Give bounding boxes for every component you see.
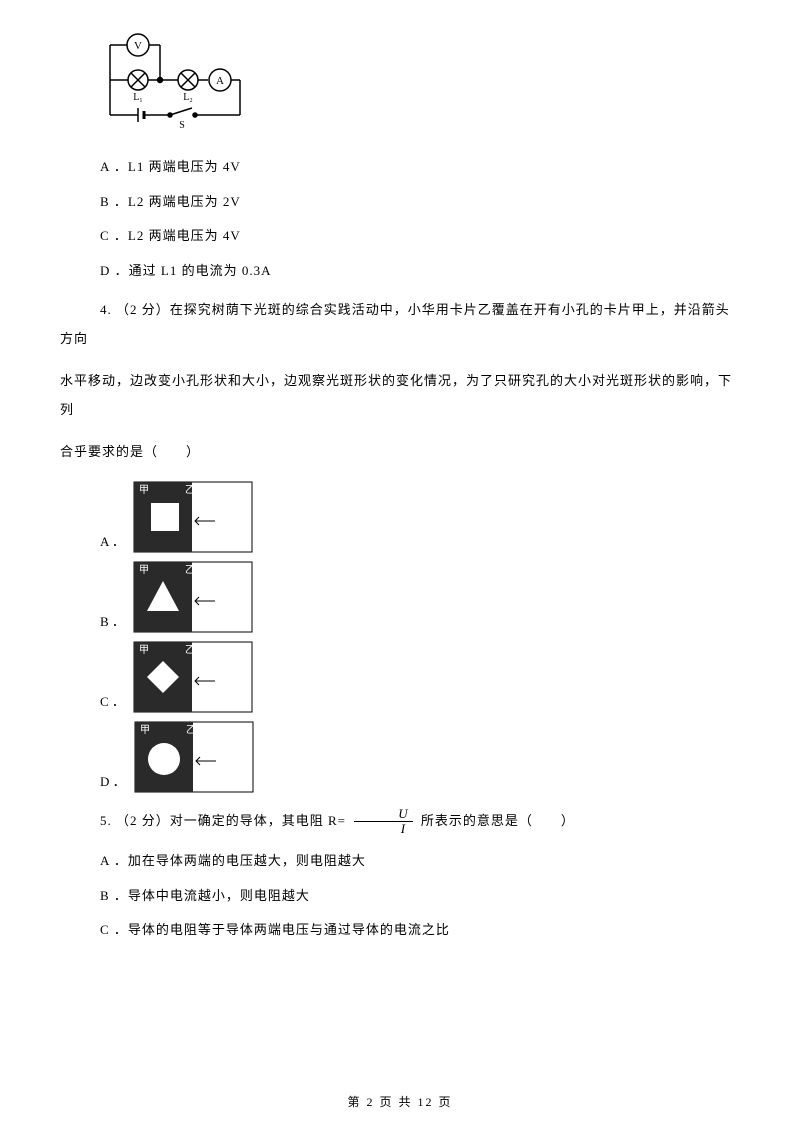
q4-option-d-label: D ． [100,772,126,793]
q5-stem: 5. （2 分）对一确定的导体，其电阻 R= U I 所表示的意思是（ ） [60,807,740,837]
q5-fraction: U I [354,807,412,837]
q4-stem-3: 合乎要求的是（ ） [60,438,740,467]
card-diagram-circle: 甲 乙 [134,721,254,793]
q3-option-a: A ．L1 两端电压为 4V [100,157,740,178]
q5-frac-num: U [354,807,412,822]
q5-option-b: B ．导体中电流越小，则电阻越大 [100,886,740,907]
svg-text:乙: 乙 [186,724,196,736]
q4-option-c-label: C ． [100,692,125,713]
svg-text:L₂: L₂ [183,92,193,103]
q4-option-a-label: A ． [100,532,125,553]
svg-text:甲: 甲 [139,485,149,496]
circuit-diagram: V A L₁ L₂ S [100,30,740,137]
svg-text:V: V [134,40,142,52]
svg-text:甲: 甲 [139,645,149,656]
svg-text:乙: 乙 [185,564,195,576]
svg-text:S: S [179,120,185,130]
svg-text:L₁: L₁ [133,92,143,103]
card-diagram-square: 甲 乙 [133,481,253,553]
svg-text:甲: 甲 [140,725,150,736]
svg-text:甲: 甲 [139,565,149,576]
q5-stem-after: 所表示的意思是（ ） [421,813,575,828]
page-footer: 第 2 页 共 12 页 [0,1093,800,1112]
q4-stem-2: 水平移动，边改变小孔形状和大小，边观察光斑形状的变化情况，为了只研究孔的大小对光… [60,367,740,424]
q3-option-c: C ．L2 两端电压为 4V [100,226,740,247]
q5-stem-before: 5. （2 分）对一确定的导体，其电阻 R= [100,813,350,828]
svg-text:A: A [216,75,224,87]
card-diagram-triangle: 甲 乙 [133,561,253,633]
q4-option-b: B ． 甲 乙 [100,561,740,633]
q5-option-c: C ．导体的电阻等于导体两端电压与通过导体的电流之比 [100,920,740,941]
q4-option-d: D ． 甲 乙 [100,721,740,793]
q3-option-d: D ．通过 L1 的电流为 0.3A [100,261,740,282]
svg-text:乙: 乙 [185,484,195,496]
q5-frac-den: I [354,822,412,836]
q4-stem-1: 4. （2 分）在探究树荫下光斑的综合实践活动中，小华用卡片乙覆盖在开有小孔的卡… [60,296,740,353]
q4-option-c: C ． 甲 乙 [100,641,740,713]
q5-option-a: A ．加在导体两端的电压越大，则电阻越大 [100,851,740,872]
circuit-svg: V A L₁ L₂ S [100,30,250,130]
q4-option-b-label: B ． [100,612,125,633]
q4-option-a: A ． 甲 乙 [100,481,740,553]
svg-text:乙: 乙 [185,644,195,656]
card-diagram-diamond: 甲 乙 [133,641,253,713]
q3-option-b: B ．L2 两端电压为 2V [100,192,740,213]
